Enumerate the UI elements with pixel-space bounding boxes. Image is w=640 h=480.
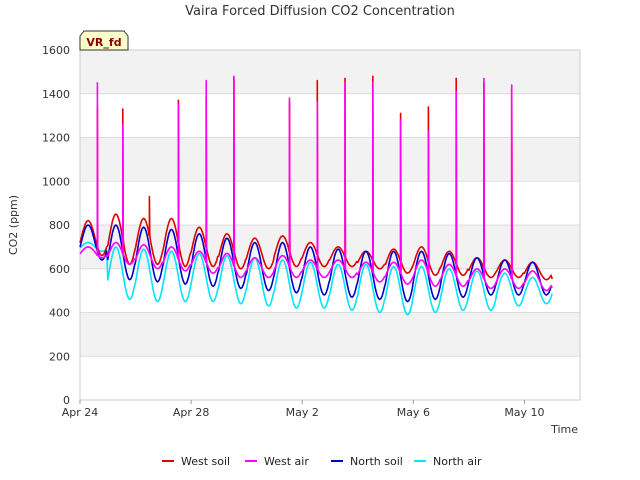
site-badge-label: VR_fd xyxy=(86,36,121,49)
plot-band xyxy=(80,312,580,357)
site-badge: VR_fd xyxy=(79,30,129,51)
series-line xyxy=(79,241,553,316)
y-tick-label: 1600 xyxy=(42,44,70,57)
plot-band xyxy=(80,137,580,182)
site-badge-box xyxy=(79,30,129,51)
legend: West soil West air North soil North air xyxy=(162,455,482,468)
x-tick-label: May 2 xyxy=(286,406,319,419)
y-tick-label: 600 xyxy=(49,263,70,276)
y-tick-label: 0 xyxy=(63,394,70,407)
chart-title: Vaira Forced Diffusion CO2 Concentration xyxy=(185,4,455,19)
series-lines xyxy=(79,75,553,316)
x-tick-label: Apr 28 xyxy=(173,406,210,419)
series-line xyxy=(79,75,553,292)
y-tick-label: 1400 xyxy=(42,88,70,101)
y-axis-label: CO2 (ppm) xyxy=(7,195,20,255)
plot-bands xyxy=(80,50,580,357)
legend-label: West soil xyxy=(181,455,230,468)
y-tick-label: 1200 xyxy=(42,132,70,145)
y-tick-label: 400 xyxy=(49,307,70,320)
legend-label: North air xyxy=(433,455,482,468)
legend-label: North soil xyxy=(350,455,403,468)
x-tick-label: Apr 24 xyxy=(62,406,99,419)
plot-frame xyxy=(79,49,581,401)
plot-band xyxy=(80,50,580,94)
x-axis-label: Time xyxy=(550,423,578,436)
y-tick-label: 800 xyxy=(49,219,70,232)
y-tick-label: 200 xyxy=(49,350,70,363)
x-tick-label: May 6 xyxy=(397,406,430,419)
series-line xyxy=(79,224,553,303)
x-tick-labels: Apr 24 Apr 28 May 2 May 6 May 10 xyxy=(62,400,545,419)
y-tick-labels: 0 200 400 600 800 1000 1200 1400 1600 xyxy=(42,44,70,407)
legend-label: West air xyxy=(264,455,309,468)
y-tick-label: 1000 xyxy=(42,175,70,188)
x-tick-label: May 10 xyxy=(504,406,544,419)
